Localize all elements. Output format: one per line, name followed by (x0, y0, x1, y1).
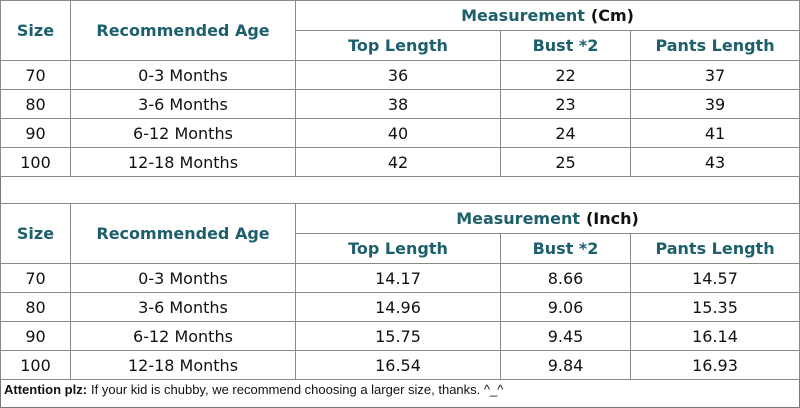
cell: 100 (0, 147, 71, 177)
cell: 9.45 (500, 321, 631, 351)
cell: 23 (500, 89, 631, 119)
header-row: Size Recommended Age Measurement (Inch) (0, 203, 800, 264)
cell: 37 (629, 60, 800, 90)
measurement-label: Measurement (461, 6, 585, 25)
cell: 38 (295, 89, 501, 119)
footer-text: If your kid is chubby, we recommend choo… (91, 382, 504, 397)
cell: 90 (0, 321, 71, 351)
cell: 42 (295, 147, 501, 177)
measurement-header: Measurement (Inch) (294, 203, 800, 234)
cell: 24 (500, 118, 631, 148)
data-row: 90 6-12 Months 40 24 41 (0, 118, 800, 148)
column-header: Pants Length (629, 233, 800, 264)
data-row: 80 3-6 Months 14.96 9.06 15.35 (0, 292, 800, 322)
cell: 3-6 Months (70, 89, 296, 119)
cell: 15.35 (629, 292, 800, 322)
cell: 12-18 Months (70, 147, 296, 177)
cell: 0-3 Months (70, 60, 296, 90)
unit-label: (Inch) (585, 209, 639, 228)
cell: 14.96 (295, 292, 501, 322)
cell: 43 (629, 147, 800, 177)
cell: 100 (0, 350, 71, 380)
size-table: Size Recommended Age Measurement (Inch) Top … (0, 203, 800, 380)
size-header: Size (0, 203, 71, 264)
cell: 6-12 Months (70, 118, 296, 148)
cell: 36 (295, 60, 501, 90)
cell: 15.75 (295, 321, 501, 351)
cell: 80 (0, 89, 71, 119)
data-row: 80 3-6 Months 38 23 39 (0, 89, 800, 119)
column-header: Bust *2 (500, 30, 631, 61)
cell: 41 (629, 118, 800, 148)
column-header: Top Length (295, 30, 501, 61)
cell: 16.14 (629, 321, 800, 351)
cell: 70 (0, 263, 71, 293)
cell: 16.54 (295, 350, 501, 380)
column-header: Pants Length (629, 30, 800, 61)
cell: 40 (295, 118, 501, 148)
cell: 3-6 Months (70, 292, 296, 322)
cell: 8.66 (500, 263, 631, 293)
cell: 9.84 (500, 350, 631, 380)
cell: 14.17 (295, 263, 501, 293)
age-header: Recommended Age (70, 0, 296, 61)
measurement-header: Measurement (Cm) (294, 0, 800, 31)
cell: 80 (0, 292, 71, 322)
cell: 9.06 (500, 292, 631, 322)
data-row: 90 6-12 Months 15.75 9.45 16.14 (0, 321, 800, 351)
footer-label: Attention plz: (4, 382, 88, 397)
cell: 70 (0, 60, 71, 90)
header-row: Top Length Bust *2 Pants Length (1, 30, 800, 61)
header-row: Size Recommended Age Measurement (Cm) (0, 0, 800, 61)
unit-label: (Cm) (590, 6, 634, 25)
cell: 16.93 (629, 350, 800, 380)
size-table: Size Recommended Age Measurement (Cm) Top Le… (0, 0, 800, 177)
footer-note: Attention plz: If your kid is chubby, we … (4, 382, 503, 397)
cell: 6-12 Months (70, 321, 296, 351)
data-row: 70 0-3 Months 14.17 8.66 14.57 (0, 263, 800, 293)
cell: 14.57 (629, 263, 800, 293)
cell: 12-18 Months (70, 350, 296, 380)
cell: 25 (500, 147, 631, 177)
column-header: Bust *2 (500, 233, 631, 264)
cell: 90 (0, 118, 71, 148)
cell: 22 (500, 60, 631, 90)
age-header: Recommended Age (70, 203, 296, 264)
measurement-label: Measurement (456, 209, 580, 228)
data-row: 70 0-3 Months 36 22 37 (0, 60, 800, 90)
data-row: 100 12-18 Months 16.54 9.84 16.93 (0, 350, 800, 380)
cell: 39 (629, 89, 800, 119)
cell: 0-3 Months (70, 263, 296, 293)
data-row: 100 12-18 Months 42 25 43 (0, 147, 800, 177)
size-header: Size (0, 0, 71, 61)
column-header: Top Length (295, 233, 501, 264)
header-row: Top Length Bust *2 Pants Length (1, 233, 800, 264)
